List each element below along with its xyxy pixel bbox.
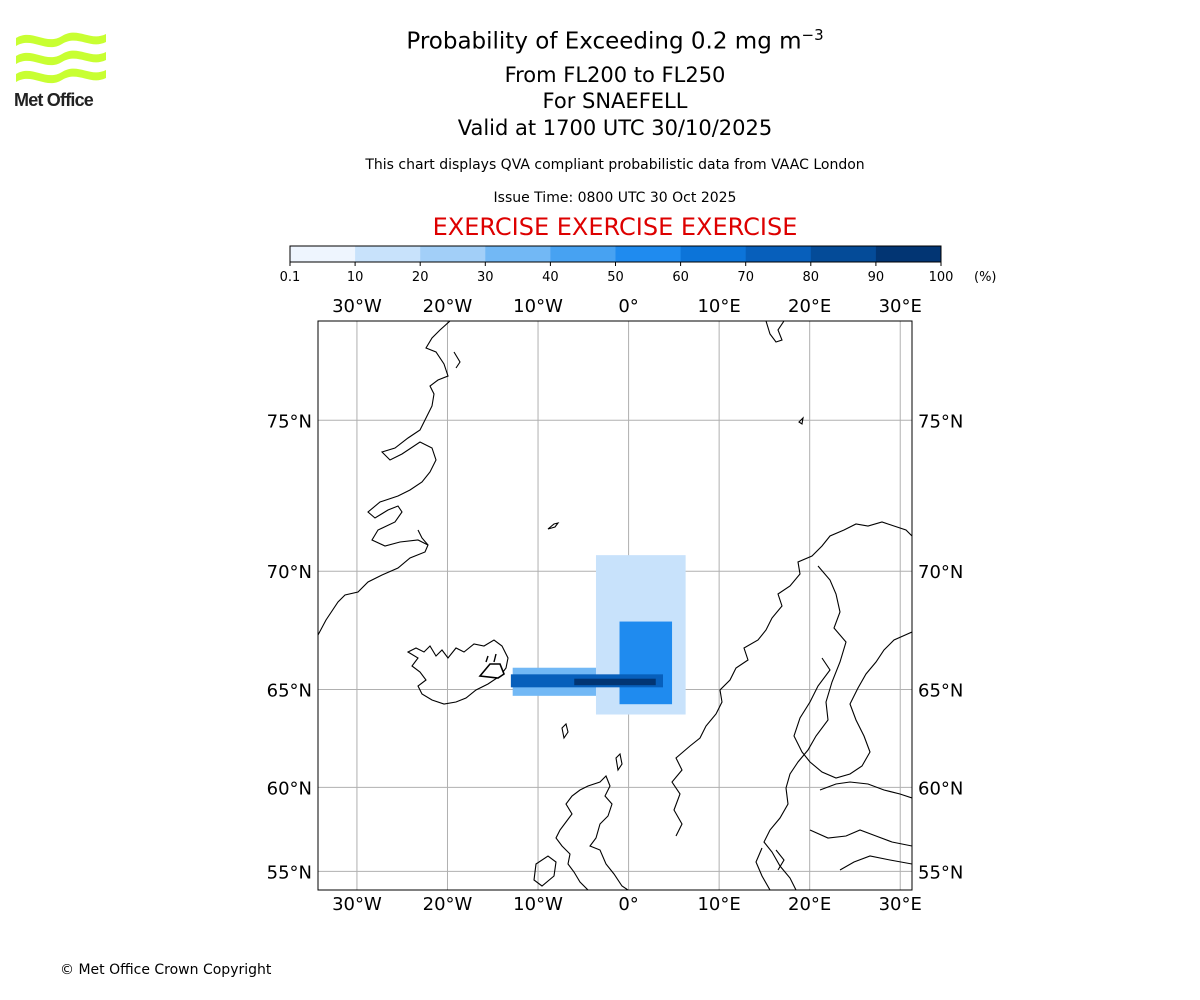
colorbar-tick-label: 90 [868, 270, 885, 285]
map-frame [317, 320, 913, 891]
sweden-finland-border [763, 565, 847, 890]
scandinavia-coastline [671, 521, 912, 837]
latitude-label-left: 75°N [267, 411, 312, 432]
probability-colorbar: 0.1 10 20 30 40 50 60 70 80 90 100 (%) [280, 245, 997, 285]
latitude-label-right: 55°N [918, 862, 963, 883]
issue-time: Issue Time: 0800 UTC 30 Oct 2025 [493, 190, 737, 206]
longitude-label-top: 30°W [332, 296, 382, 317]
colorbar-tick-label: 80 [803, 270, 820, 285]
colorbar-tick-label: 60 [672, 270, 689, 285]
chart-title: Probability of Exceeding 0.2 mg m−3 [0, 26, 1200, 55]
latitude-label-left: 70°N [267, 562, 312, 583]
longitude-label-top: 10°W [513, 296, 563, 317]
svalbard-coastline [765, 321, 785, 343]
colorbar-tick-label: 0.1 [280, 270, 301, 285]
colorbar-segment [485, 246, 551, 262]
colorbar-segment [810, 246, 877, 262]
colorbar-segment [680, 246, 747, 262]
gulf-of-bothnia [793, 631, 912, 779]
ireland-coastline [533, 855, 557, 887]
flight-level-range: From FL200 to FL250 [504, 63, 726, 87]
axis-labels: 30°W 30°W 20°W 20°W 10°W 10°W 0° 0° 10°E 10°E 20°E… [267, 296, 964, 915]
exercise-banner: EXERCISE EXERCISE EXERCISE [432, 213, 798, 241]
longitude-label-bottom: 20°W [423, 894, 473, 915]
latitude-label-right: 70°N [918, 562, 963, 583]
longitude-label-bottom: 10°W [513, 894, 563, 915]
longitude-label-top: 20°E [788, 296, 831, 317]
longitude-label-bottom: 10°E [697, 894, 740, 915]
longitude-label-top: 0° [618, 296, 638, 317]
longitude-label-bottom: 0° [618, 894, 638, 915]
denmark-coastline [755, 847, 785, 890]
colorbar-tick-label: 30 [477, 270, 494, 285]
shetland-islands [615, 752, 623, 772]
greenland-fjord-2 [453, 351, 461, 369]
latitude-label-left: 65°N [267, 680, 312, 701]
volcano-name: For SNAEFELL [542, 89, 688, 113]
volcano-source [478, 653, 505, 679]
colorbar-segment [550, 246, 616, 262]
bear-island [798, 416, 804, 425]
longitude-label-bottom: 20°E [788, 894, 831, 915]
colorbar-unit: (%) [974, 270, 997, 285]
colorbar-segment [290, 246, 356, 262]
colorbar-tick-label: 40 [542, 270, 559, 285]
colorbar-tick-label: 50 [607, 270, 624, 285]
greenland-coastline [318, 321, 451, 636]
logo-text: Met Office [14, 90, 94, 110]
colorbar-tick-label: 70 [737, 270, 754, 285]
plume-probability-region [619, 621, 673, 705]
chart-title-main: Probability of Exceeding 0.2 mg m [406, 28, 802, 55]
plume-probability-region [574, 678, 656, 686]
latitude-label-left: 55°N [267, 862, 312, 883]
colorbar-segment [875, 246, 942, 262]
faroe-islands [561, 722, 569, 740]
colorbar-tick-label: 20 [412, 270, 429, 285]
baltic-coastline [809, 781, 912, 871]
colorbar-tick-label: 10 [347, 270, 364, 285]
jan-mayen-island [547, 522, 560, 530]
latitude-label-right: 75°N [918, 411, 963, 432]
colorbar-segment [420, 246, 486, 262]
greenland-fjord-1 [417, 529, 429, 546]
colorbar-segment [615, 246, 682, 262]
longitude-label-top: 10°E [697, 296, 740, 317]
colorbar-tick-label: 100 [929, 270, 954, 285]
chart-subtitle: This chart displays QVA compliant probab… [365, 157, 865, 173]
met-office-logo: Met Office [12, 28, 110, 114]
longitude-label-top: 20°W [423, 296, 473, 317]
graticule [318, 321, 912, 890]
ash-plume [510, 555, 686, 715]
snaefell-source-polygon [478, 663, 505, 679]
ash-probability-map: 30°W 30°W 20°W 20°W 10°W 10°W 0° 0° 10°E 10°E 20°E… [267, 296, 964, 915]
coastlines [318, 321, 912, 890]
validity-time: Valid at 1700 UTC 30/10/2025 [457, 116, 773, 140]
colorbar-segment [355, 246, 421, 262]
longitude-label-top: 30°E [879, 296, 922, 317]
latitude-label-left: 60°N [267, 778, 312, 799]
longitude-label-bottom: 30°E [879, 894, 922, 915]
snaefell-source-marker [485, 653, 497, 663]
copyright-notice: © Met Office Crown Copyright [60, 962, 272, 978]
latitude-label-right: 60°N [918, 778, 963, 799]
wave-logo-icon [16, 32, 106, 84]
colorbar-segment [745, 246, 812, 262]
britain-coastline [555, 775, 629, 890]
latitude-label-right: 65°N [918, 680, 963, 701]
iceland-coastline [406, 639, 509, 705]
longitude-label-bottom: 30°W [332, 894, 382, 915]
chart-title-superscript: −3 [801, 26, 824, 44]
